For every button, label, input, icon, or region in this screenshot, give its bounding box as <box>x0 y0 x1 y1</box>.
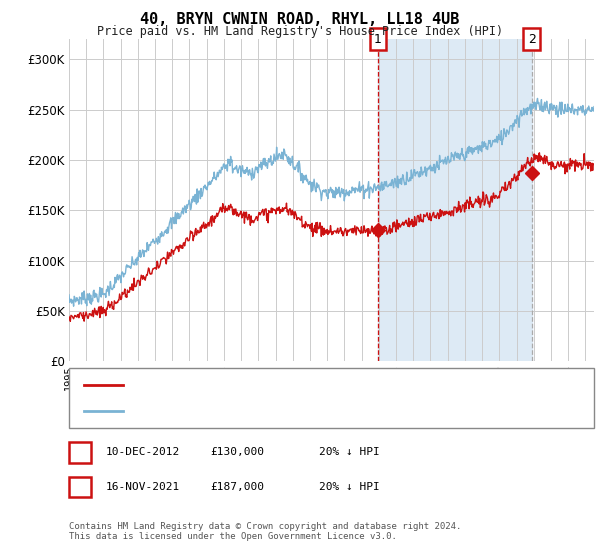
Text: £130,000: £130,000 <box>211 447 265 458</box>
Text: Contains HM Land Registry data © Crown copyright and database right 2024.
This d: Contains HM Land Registry data © Crown c… <box>69 522 461 542</box>
Text: 1: 1 <box>374 32 382 46</box>
Text: £187,000: £187,000 <box>211 482 265 492</box>
Text: 40, BRYN CWNIN ROAD, RHYL, LL18 4UB: 40, BRYN CWNIN ROAD, RHYL, LL18 4UB <box>140 12 460 27</box>
Text: 20% ↓ HPI: 20% ↓ HPI <box>319 447 379 458</box>
Text: Price paid vs. HM Land Registry's House Price Index (HPI): Price paid vs. HM Land Registry's House … <box>97 25 503 38</box>
Bar <box>378 39 532 361</box>
Text: 1: 1 <box>76 446 83 459</box>
Text: 2: 2 <box>528 32 536 46</box>
Text: 16-NOV-2021: 16-NOV-2021 <box>106 482 180 492</box>
Text: 10-DEC-2012: 10-DEC-2012 <box>106 447 180 458</box>
Text: HPI: Average price, detached house, Denbighshire: HPI: Average price, detached house, Denb… <box>129 407 429 417</box>
Text: 2: 2 <box>76 480 83 494</box>
Text: 40, BRYN CWNIN ROAD, RHYL, LL18 4UB (detached house): 40, BRYN CWNIN ROAD, RHYL, LL18 4UB (det… <box>129 380 454 390</box>
Text: 20% ↓ HPI: 20% ↓ HPI <box>319 482 379 492</box>
